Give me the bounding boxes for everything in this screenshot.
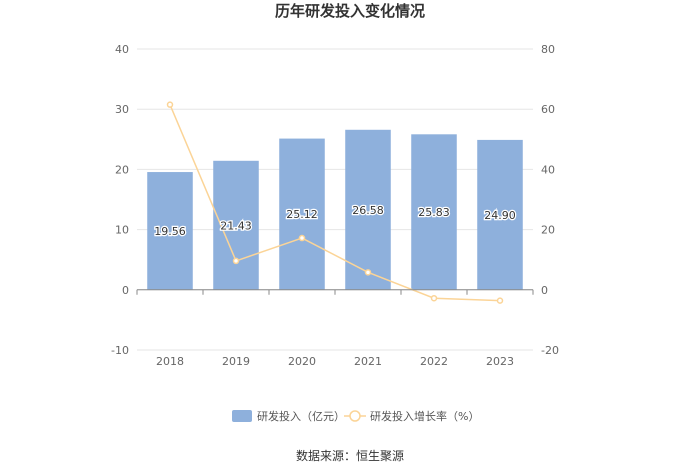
grid (137, 48, 533, 351)
bar (147, 172, 193, 290)
right-tick-label: -20 (541, 344, 559, 357)
growth-point (430, 294, 438, 302)
source-text: 数据来源：恒生聚源 (296, 448, 404, 463)
left-tick-label: 10 (115, 224, 129, 237)
chart-title: 历年研发投入变化情况 (275, 2, 425, 20)
growth-point (298, 234, 306, 242)
bar-value-label: 21.43 (220, 219, 252, 232)
right-tick-label: 60 (541, 103, 555, 116)
legend-bar-label: 研发投入（亿元） (257, 409, 345, 423)
growth-line (169, 104, 501, 302)
growth-point (232, 257, 240, 265)
bar (411, 134, 457, 290)
x-tick-label: 2018 (156, 355, 184, 368)
growth-point (496, 297, 504, 304)
x-tick-label: 2023 (486, 355, 514, 368)
bar (279, 138, 325, 290)
x-axis: 2018 2019 2020 2021 2022 2023 (136, 289, 534, 368)
x-tick-label: 2021 (354, 355, 382, 368)
x-tick-label: 2022 (420, 355, 448, 368)
bar-value-label: 25.83 (418, 206, 450, 219)
bar-value-label: 25.12 (286, 208, 318, 221)
legend: 研发投入（亿元） 研发投入增长率（%） (232, 409, 479, 423)
right-tick-label: 0 (541, 284, 548, 297)
left-tick-label: 0 (122, 284, 129, 297)
bar (477, 139, 523, 290)
right-tick-label: 20 (541, 224, 555, 237)
bar-series (147, 129, 523, 290)
left-tick-label: -10 (111, 344, 129, 357)
bar-value-label: 19.56 (154, 225, 186, 238)
line-series (166, 101, 504, 304)
left-tick-label: 30 (115, 103, 129, 116)
right-axis: -20 0 20 40 60 80 (541, 43, 559, 357)
bar (345, 129, 391, 290)
right-tick-label: 40 (541, 163, 555, 176)
left-tick-label: 20 (115, 163, 129, 176)
bar-value-label: 26.58 (352, 204, 384, 217)
growth-point (166, 101, 174, 108)
growth-point (364, 269, 372, 276)
left-tick-label: 40 (115, 43, 129, 56)
bar-value-label: 24.90 (484, 209, 516, 222)
left-axis: -10 0 10 20 30 40 (111, 43, 129, 357)
legend-line-label: 研发投入增长率（%） (370, 409, 479, 423)
legend-bar-swatch (232, 410, 252, 422)
x-tick-label: 2019 (222, 355, 250, 368)
x-tick-label: 2020 (288, 355, 316, 368)
right-tick-label: 80 (541, 43, 555, 56)
legend-line-marker (349, 410, 361, 422)
bar-labels: 19.56 21.43 25.12 26.58 25.83 24.90 (153, 203, 517, 240)
